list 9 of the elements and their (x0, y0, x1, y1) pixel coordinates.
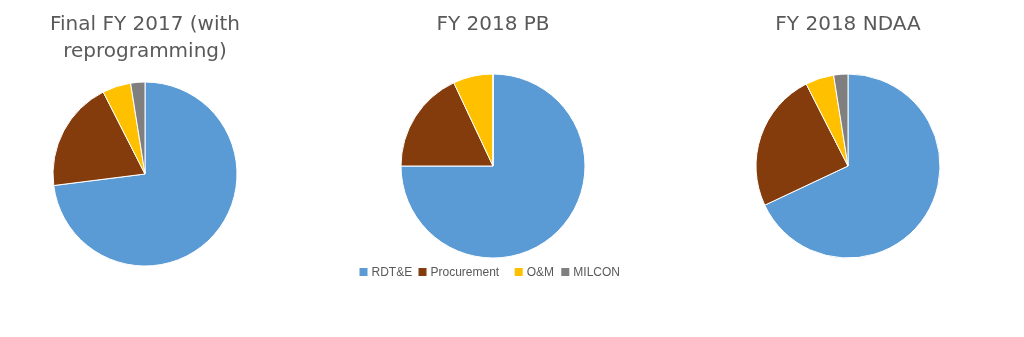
pie-slice (400, 73, 586, 259)
chart-title: Final FY 2017 (with reprogramming) (49, 11, 241, 62)
chart-title: FY 2018 PB (436, 11, 550, 35)
chart-title: FY 2018 NDAA (775, 11, 921, 35)
legend-label: RDT&E (371, 265, 413, 279)
pie-slice (53, 81, 238, 267)
legend-label: MILCON (573, 265, 620, 279)
legend-label: Procurement (430, 265, 500, 279)
legend-label: O&M (526, 265, 555, 279)
